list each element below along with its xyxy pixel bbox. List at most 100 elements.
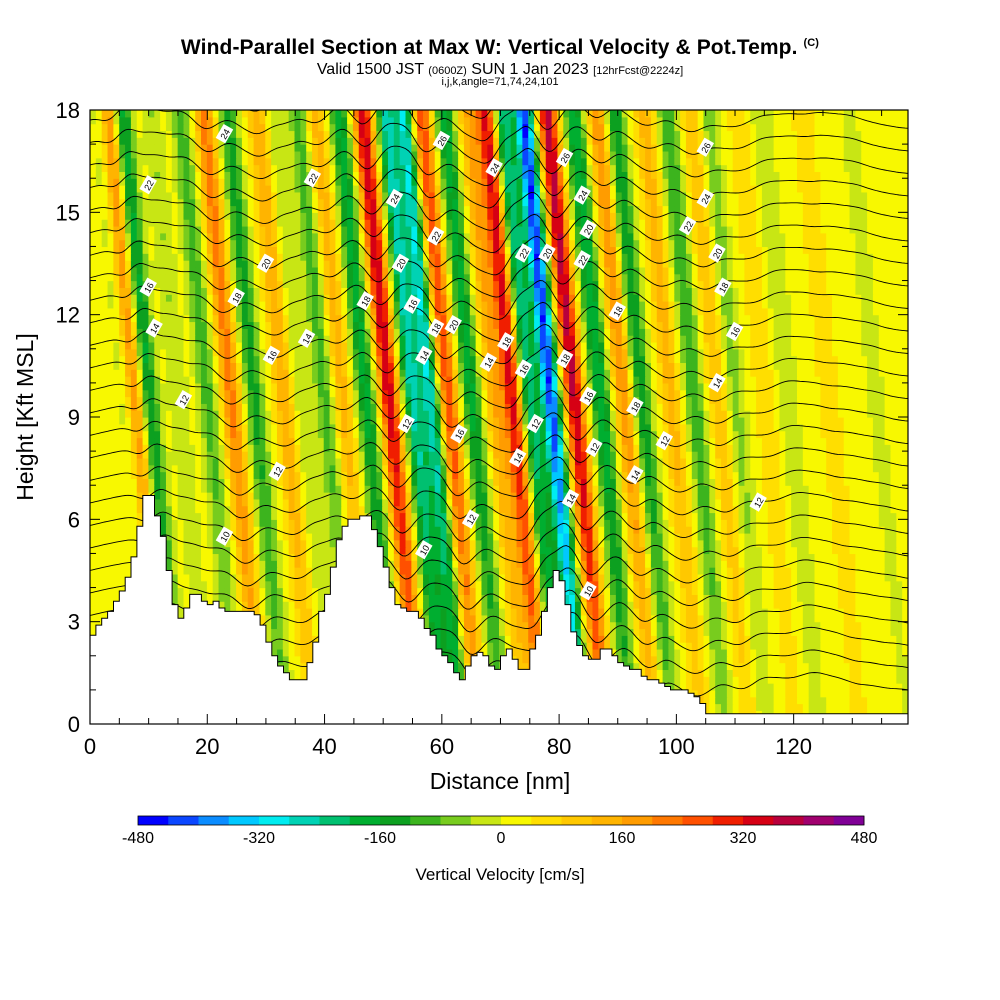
velocity-cell	[592, 560, 599, 568]
velocity-cell	[95, 539, 103, 548]
velocity-cell	[288, 614, 296, 623]
velocity-cell	[697, 689, 705, 698]
velocity-cell	[773, 587, 781, 595]
velocity-cell	[732, 519, 740, 527]
velocity-cell	[598, 539, 605, 548]
velocity-cell	[761, 498, 769, 507]
velocity-cell	[504, 567, 512, 575]
velocity-cell	[697, 608, 705, 616]
velocity-cell	[738, 553, 745, 561]
velocity-cell	[452, 567, 459, 575]
velocity-cell	[580, 526, 588, 534]
velocity-cell	[826, 601, 833, 609]
velocity-cell	[680, 594, 687, 602]
velocity-cell	[90, 492, 97, 500]
velocity-cell	[294, 560, 301, 568]
velocity-cell	[306, 560, 313, 568]
velocity-cell	[750, 642, 757, 650]
velocity-cell	[633, 512, 640, 520]
velocity-cell	[802, 492, 810, 500]
velocity-cell	[253, 512, 261, 520]
velocity-cell	[820, 703, 827, 711]
velocity-cell	[113, 526, 120, 534]
velocity-cell	[896, 560, 903, 568]
velocity-cell	[820, 519, 827, 527]
velocity-cell	[557, 505, 564, 514]
velocity-cell	[645, 553, 652, 561]
velocity-cell	[750, 703, 757, 711]
velocity-cell	[107, 560, 114, 568]
velocity-cell	[434, 628, 442, 636]
velocity-cell	[832, 683, 839, 691]
velocity-cell	[861, 594, 868, 602]
velocity-cell	[294, 594, 301, 602]
velocity-cell	[761, 485, 769, 493]
velocity-cell	[271, 621, 278, 630]
velocity-cell	[615, 621, 623, 630]
velocity-cell	[709, 519, 716, 527]
velocity-cell	[697, 553, 705, 561]
velocity-cell	[785, 628, 792, 636]
velocity-cell	[411, 526, 418, 534]
velocity-cell	[569, 478, 576, 486]
velocity-cell	[855, 621, 862, 630]
velocity-cell	[896, 553, 903, 561]
velocity-cell	[493, 662, 500, 671]
velocity-cell	[726, 621, 734, 630]
velocity-cell	[662, 642, 670, 650]
velocity-cell	[171, 594, 179, 602]
velocity-cell	[820, 683, 827, 691]
velocity-cell	[300, 560, 307, 568]
velocity-cell	[621, 608, 629, 616]
velocity-cell	[580, 573, 588, 582]
velocity-cell	[767, 648, 775, 657]
velocity-cell	[837, 635, 845, 643]
velocity-cell	[884, 669, 892, 677]
velocity-cell	[639, 642, 646, 650]
velocity-cell	[393, 560, 401, 568]
velocity-cell	[750, 676, 757, 684]
velocity-cell	[458, 655, 465, 664]
velocity-cell	[761, 526, 769, 534]
velocity-cell	[499, 519, 506, 527]
velocity-cell	[241, 539, 249, 548]
velocity-cell	[306, 614, 313, 623]
velocity-cell	[107, 587, 114, 595]
velocity-cell	[580, 539, 588, 548]
velocity-cell	[820, 601, 827, 609]
velocity-cell	[405, 519, 412, 527]
velocity-cell	[317, 546, 325, 555]
velocity-cell	[189, 546, 196, 555]
velocity-cell	[282, 492, 290, 500]
velocity-cell	[294, 519, 301, 527]
velocity-cell	[861, 498, 868, 507]
velocity-cell	[393, 492, 401, 500]
velocity-cell	[615, 628, 623, 636]
velocity-cell	[317, 498, 325, 507]
velocity-cell	[610, 621, 617, 630]
velocity-cell	[872, 532, 880, 541]
velocity-cell	[709, 512, 716, 520]
velocity-cell	[767, 703, 775, 711]
velocity-cell	[849, 608, 857, 616]
velocity-cell	[855, 492, 862, 500]
velocity-cell	[767, 594, 775, 602]
velocity-cell	[832, 512, 839, 520]
velocity-cell	[452, 662, 459, 671]
velocity-cell	[294, 621, 301, 630]
velocity-cell	[171, 573, 179, 582]
velocity-cell	[802, 553, 810, 561]
velocity-cell	[241, 492, 249, 500]
velocity-cell	[685, 512, 693, 520]
velocity-cell	[177, 594, 185, 602]
velocity-cell	[458, 608, 465, 616]
velocity-cell	[376, 526, 383, 534]
velocity-cell	[347, 485, 354, 493]
velocity-cell	[160, 498, 167, 507]
velocity-cell	[323, 478, 331, 486]
velocity-cell	[446, 635, 453, 643]
velocity-cell	[744, 669, 751, 677]
velocity-cell	[837, 662, 845, 671]
velocity-cell	[802, 498, 810, 507]
velocity-cell	[574, 594, 582, 602]
